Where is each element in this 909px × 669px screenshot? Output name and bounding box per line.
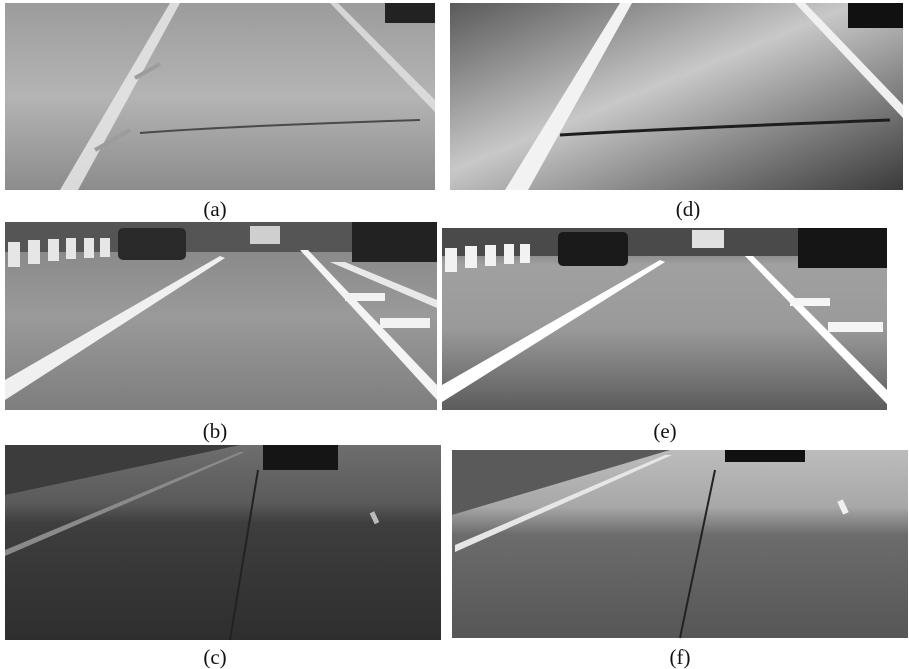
- caption: (f): [670, 645, 691, 669]
- photo-c: [5, 445, 441, 640]
- photo-b: [5, 222, 437, 410]
- caption: (b): [203, 419, 228, 443]
- figure: (a) (b) (c) (d) (e) (f): [0, 0, 909, 669]
- caption: (e): [653, 419, 676, 443]
- photo-a: [5, 3, 435, 190]
- photo-e: [442, 228, 887, 410]
- photo-d: [450, 3, 903, 190]
- photo-f: [452, 450, 908, 638]
- caption: (a): [203, 197, 226, 221]
- caption: (d): [676, 197, 701, 221]
- caption: (c): [203, 645, 226, 669]
